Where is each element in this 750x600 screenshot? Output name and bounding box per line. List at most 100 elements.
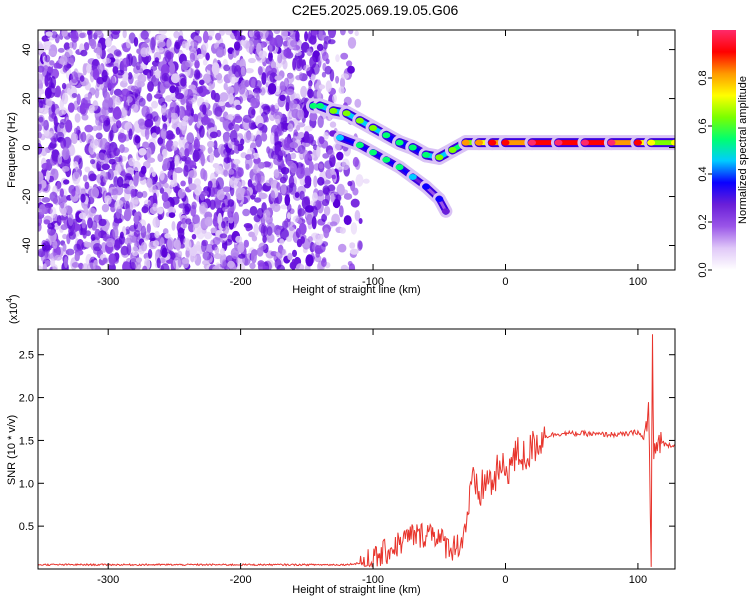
noise-blob [154, 231, 160, 239]
noise-blob [50, 258, 56, 268]
noise-blob [140, 47, 148, 58]
noise-blob [53, 62, 61, 69]
noise-blob [325, 80, 332, 93]
noise-blob [113, 176, 119, 188]
noise-blob [149, 68, 154, 77]
noise-blob [228, 93, 235, 105]
noise-blob [123, 208, 132, 222]
noise-blob [142, 265, 148, 270]
noise-blob [309, 112, 318, 122]
noise-blob [66, 87, 72, 95]
noise-blob [257, 162, 266, 169]
noise-blob [173, 41, 180, 54]
signal-track-point [355, 117, 364, 124]
noise-blob [233, 115, 243, 124]
noise-blob [135, 257, 143, 263]
noise-blob [172, 257, 182, 270]
noise-blob [68, 231, 77, 240]
noise-blob [217, 212, 223, 226]
noise-blob [233, 41, 241, 51]
noise-blob [61, 92, 69, 105]
noise-blob [56, 181, 61, 192]
x-axis-title: Height of straight line (km) [292, 584, 420, 596]
y-axis-title: Frequency (Hz) [6, 112, 18, 188]
signal-track-point [554, 139, 563, 146]
noise-blob [318, 84, 326, 90]
heatmap-frame [37, 29, 676, 271]
noise-blob [251, 109, 256, 116]
noise-blob [87, 30, 92, 36]
noise-blob [44, 54, 51, 63]
noise-blob [68, 146, 76, 156]
noise-blob [294, 50, 302, 56]
noise-blob [80, 131, 87, 143]
noise-blob [127, 74, 134, 85]
noise-blob [50, 168, 56, 175]
noise-blob [125, 38, 131, 49]
noise-blob [309, 200, 316, 207]
noise-blob [108, 253, 116, 266]
noise-blob [295, 59, 304, 72]
noise-blob [114, 199, 124, 209]
noise-blob [175, 126, 181, 136]
noise-blob [362, 178, 370, 184]
noise-blob [210, 89, 216, 100]
noise-blob [57, 47, 65, 53]
noise-blob [253, 223, 259, 237]
noise-blob [116, 207, 121, 220]
noise-blob [340, 264, 349, 270]
noise-blob [87, 170, 95, 182]
noise-blob [184, 203, 192, 213]
noise-blob [84, 181, 90, 190]
noise-blob [263, 105, 271, 115]
noise-blob [284, 194, 291, 207]
noise-blob [88, 207, 97, 217]
noise-blob [158, 30, 167, 35]
noise-blob [222, 206, 231, 212]
noise-blob [330, 193, 335, 203]
noise-blob [38, 100, 44, 109]
noise-blob [102, 257, 109, 264]
noise-blob [305, 254, 314, 267]
noise-blob [329, 69, 335, 82]
noise-blob [295, 31, 300, 41]
noise-blob [300, 85, 308, 98]
noise-blob [193, 138, 200, 151]
noise-blob [324, 160, 333, 170]
noise-blob [336, 151, 344, 161]
noise-blob [287, 123, 294, 132]
noise-blob [340, 30, 346, 36]
noise-blob [38, 214, 43, 227]
noise-blob [45, 170, 51, 182]
noise-blob [50, 76, 57, 89]
noise-blob [269, 112, 276, 122]
noise-blob [235, 187, 245, 201]
noise-blob [129, 225, 137, 232]
noise-blob [144, 127, 150, 140]
signal-track-point [475, 139, 483, 146]
noise-blob [279, 176, 287, 184]
noise-blob [203, 190, 209, 196]
signal-track-point [488, 139, 497, 146]
noise-blob [191, 233, 197, 240]
signal-track-point [647, 139, 656, 146]
noise-blob [61, 30, 68, 37]
x-tick-label: 0 [502, 574, 508, 586]
signal-track-point [369, 124, 378, 131]
noise-blob [151, 100, 159, 109]
noise-blob [347, 65, 355, 74]
noise-blob [340, 73, 350, 80]
noise-blob [112, 66, 119, 75]
noise-blob [68, 213, 74, 226]
noise-blob [209, 131, 218, 139]
noise-blob [243, 131, 252, 143]
noise-blob [94, 228, 101, 241]
colorbar: 0.0 0.2 0.4 0.6 0.8 Normalized spectral ampli… [697, 30, 749, 278]
noise-blob [135, 61, 141, 71]
noise-blob [286, 160, 294, 166]
noise-blob [285, 88, 295, 96]
noise-blob [117, 176, 124, 188]
noise-blob [44, 74, 49, 87]
noise-blob [151, 184, 157, 194]
noise-blob [161, 148, 168, 158]
